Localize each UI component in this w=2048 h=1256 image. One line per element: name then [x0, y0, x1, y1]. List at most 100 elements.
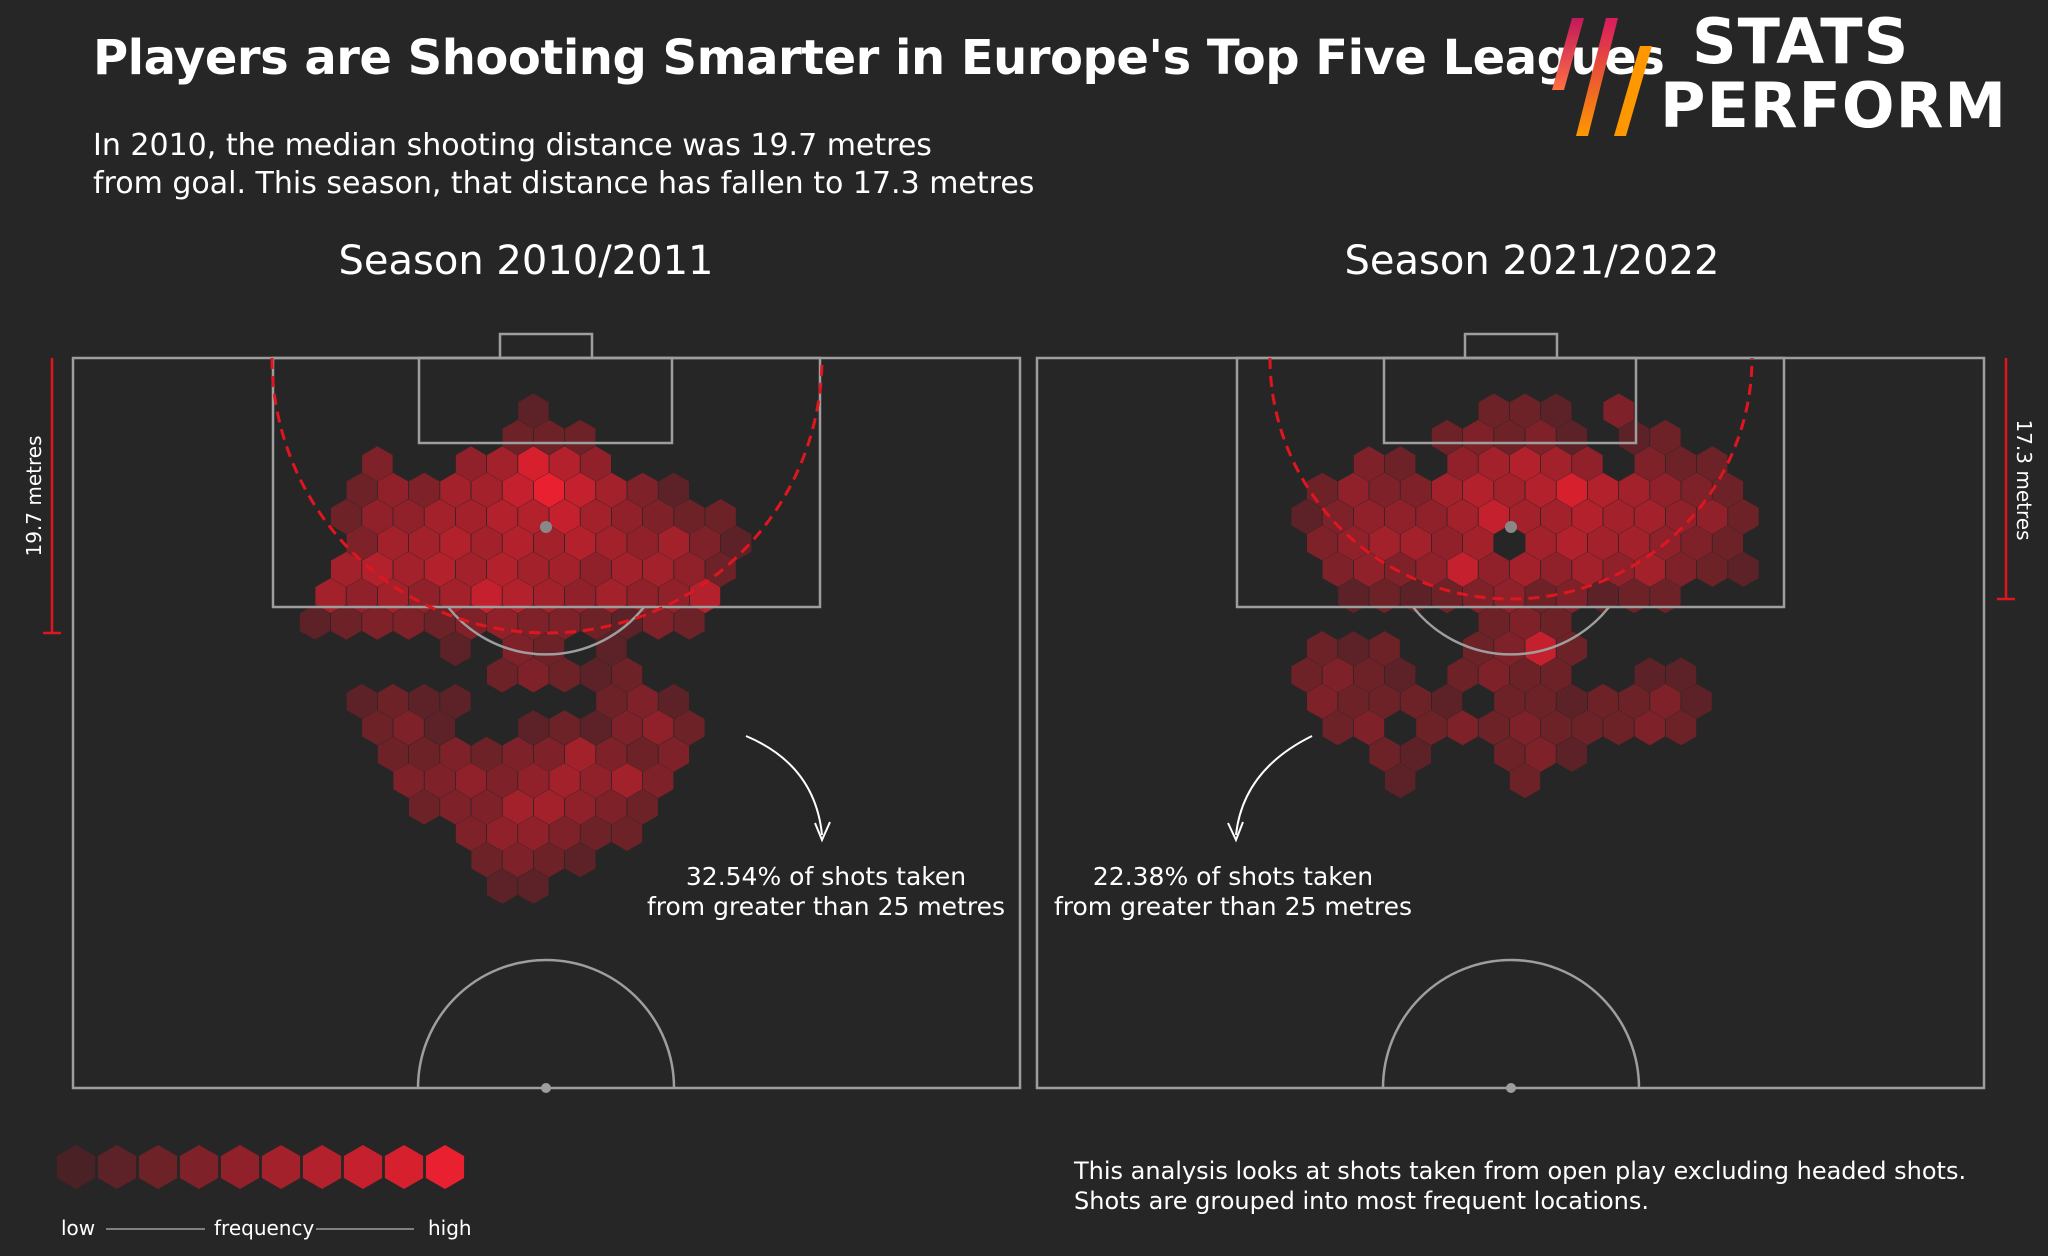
hexbin-cell-left: [533, 578, 565, 614]
hexbin-cell-left: [596, 525, 627, 561]
hexbin-cell-right: [1478, 446, 1509, 482]
hexbin-cell-right: [1291, 499, 1322, 535]
chart-title: Players are Shooting Smarter in Europe's…: [93, 30, 1665, 86]
hexbin-cell-left: [596, 578, 627, 614]
hexbin-cell-left: [487, 551, 518, 587]
hexbin-cell-left: [533, 631, 565, 667]
hexbin-cell-left: [440, 472, 471, 508]
logo-line-2: PERFORM: [1660, 69, 2008, 142]
hexbin-cell-left: [518, 710, 549, 746]
hexbin-cell-left: [362, 499, 393, 535]
hexbin-cell-right: [1494, 578, 1525, 614]
hexbin-cell-right: [1509, 710, 1541, 746]
hexbin-cell-right: [1338, 631, 1369, 667]
hexbin-cell-right: [1369, 472, 1400, 508]
hexbin-cell-left: [658, 578, 689, 614]
penalty-arc-right: [1412, 606, 1610, 656]
hexbin-cell-right: [1322, 710, 1353, 746]
hexbin-cell-left: [409, 789, 440, 825]
centre-spot-right: [1506, 1083, 1516, 1093]
hexbin-cell-right: [1556, 736, 1587, 772]
legend-swatch: [261, 1145, 301, 1189]
hexbin-cell-left: [409, 578, 440, 614]
hexbin-cell-right: [1400, 578, 1431, 614]
hexbin-cell-right: [1556, 578, 1587, 614]
hexbin-cell-right: [1385, 657, 1416, 693]
hexbin-cell-left: [689, 578, 721, 614]
hexbin-cell-left: [549, 815, 580, 851]
hexbin-cell-right: [1681, 472, 1712, 508]
hexbin-cell-left: [393, 551, 424, 587]
centre-circle-left: [416, 958, 676, 1089]
hexbin-cell-left: [393, 604, 424, 640]
hexbin-cell-right: [1431, 525, 1463, 561]
hexbin-cell-left: [533, 419, 565, 455]
hexbin-cell-left: [580, 763, 611, 799]
hexbin-cell-right: [1541, 710, 1572, 746]
hexbin-cell-left: [518, 657, 549, 693]
hexbin-cell-left: [424, 763, 455, 799]
callout-left-line-1: 32.54% of shots taken: [685, 862, 967, 891]
centre-circle-right: [1381, 958, 1641, 1089]
hexbin-cell-left: [565, 736, 596, 772]
arrowhead-left: [814, 821, 831, 843]
hexbin-cell-right: [1728, 551, 1759, 587]
legend-swatch: [343, 1145, 383, 1189]
hexbin-cell-right: [1525, 472, 1556, 508]
hexbin-cell-left: [440, 525, 471, 561]
chart-subtitle: In 2010, the median shooting distance wa…: [93, 127, 1193, 203]
logo-wordmark: STATS PERFORM: [1660, 10, 2007, 138]
hexbin-cell-right: [1603, 710, 1634, 746]
hexbin-cell-right: [1697, 446, 1728, 482]
hexbin-cell-right: [1509, 551, 1541, 587]
hexbin-cell-left: [502, 419, 533, 455]
hexbin-cell-right: [1369, 631, 1400, 667]
hexbin-cell-right: [1665, 710, 1697, 746]
hexbin-cell-left: [377, 472, 409, 508]
hexbin-cell-left: [440, 631, 471, 667]
legend-frequency-label: frequency: [214, 1216, 315, 1240]
hexbin-cell-right: [1603, 393, 1634, 429]
hexbin-cell-right: [1478, 657, 1509, 693]
hexbin-cell-left: [674, 710, 705, 746]
hexbin-cell-left: [502, 789, 533, 825]
hexbin-cell-right: [1416, 551, 1447, 587]
hexbin-cell-right: [1681, 525, 1712, 561]
hexbin-cell-left: [502, 736, 533, 772]
hexbin-cell-right: [1587, 525, 1619, 561]
hexbin-cell-left: [331, 604, 362, 640]
hexbin-cell-left: [331, 499, 362, 535]
hexbin-cell-left: [346, 472, 377, 508]
hexbin-cell-right: [1572, 551, 1603, 587]
hexbin-cell-right: [1650, 683, 1681, 719]
hexbin-cell-left: [565, 472, 596, 508]
hexbin-cell-right: [1369, 578, 1400, 614]
hexbin-cell-left: [533, 736, 565, 772]
hexbin-cell-right: [1494, 683, 1525, 719]
hexbin-cell-left: [502, 525, 533, 561]
hexbin-cell-left: [487, 604, 518, 640]
hexbin-cell-left: [346, 578, 377, 614]
hexbin-cell-right: [1478, 551, 1509, 587]
hexbin-cell-right: [1307, 525, 1338, 561]
hexbin-cell-left: [502, 472, 533, 508]
hexbin-cell-right: [1463, 525, 1494, 561]
hexbin-cell-left: [658, 472, 689, 508]
hexbin-cell-right: [1541, 393, 1572, 429]
hexbin-cell-left: [362, 446, 393, 482]
hexbin-cell-right: [1650, 419, 1681, 455]
hexbin-cell-right: [1509, 657, 1541, 693]
median-distance-arc-left: [270, 357, 824, 635]
logo-line-1: STATS: [1692, 5, 1910, 78]
hexbin-cell-left: [502, 578, 533, 614]
hexbin-cell-left: [596, 789, 627, 825]
hexbin-cell-left: [518, 868, 549, 904]
callout-arrows: [745, 735, 1313, 836]
hexbin-cell-right: [1400, 472, 1431, 508]
hexbin-cell-right: [1603, 499, 1634, 535]
hexbin-cell-right: [1338, 683, 1369, 719]
hexbin-cell-right: [1634, 446, 1665, 482]
arrowhead-right: [1227, 821, 1244, 843]
season-title-left: Season 2010/2011: [338, 238, 714, 284]
